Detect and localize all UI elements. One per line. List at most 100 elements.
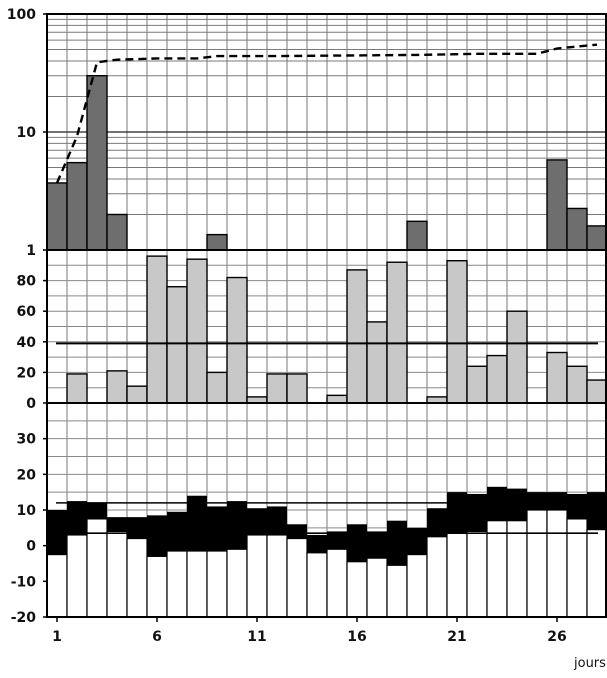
band-day-23: [487, 486, 507, 521]
x-tick-label: 21: [447, 629, 466, 645]
bar-middle-day-26: [546, 351, 568, 404]
bar-bottom-day-12: [266, 534, 288, 618]
bar-bottom-day-1: [46, 553, 68, 618]
bar-bottom-day-20: [426, 536, 448, 618]
bar-bottom-day-28: [586, 529, 607, 618]
bar-bottom-day-5: [126, 537, 148, 618]
x-tick-label: 11: [247, 629, 266, 645]
bar-middle-day-18: [386, 261, 408, 404]
bar-bottom-day-2: [66, 534, 88, 618]
y-tick-bottom: 30: [17, 432, 37, 448]
band-day-25: [527, 492, 547, 510]
x-tick-label: 1: [52, 629, 62, 645]
x-tick-label: 26: [547, 629, 566, 645]
bar-top-day-9: [206, 233, 228, 251]
bar-bottom-day-16: [346, 561, 368, 618]
bar-middle-day-13: [286, 373, 308, 404]
bar-top-day-3: [86, 74, 108, 251]
bar-top-day-1: [46, 182, 68, 251]
band-day-15: [327, 531, 347, 550]
bar-middle-day-28: [586, 379, 607, 404]
y-tick-middle: 20: [17, 365, 37, 381]
band-day-21: [447, 492, 467, 534]
band-day-9: [207, 506, 227, 552]
band-day-20: [427, 508, 447, 537]
band-day-16: [347, 524, 367, 562]
bar-top-day-27: [566, 207, 588, 251]
band-day-8: [187, 495, 207, 552]
bar-middle-day-22: [466, 365, 488, 404]
bar-middle-day-17: [366, 321, 388, 404]
y-tick-middle: 60: [17, 304, 37, 320]
x-axis-label: jours: [573, 656, 606, 671]
y-tick-top: 10: [17, 125, 37, 141]
bar-bottom-day-18: [386, 564, 408, 618]
bar-middle-day-6: [146, 255, 168, 404]
bar-bottom-day-9: [206, 550, 228, 618]
y-tick-middle: 40: [17, 335, 37, 351]
bar-top-day-4: [106, 213, 128, 251]
bar-bottom-day-22: [466, 530, 488, 618]
bar-bottom-day-4: [106, 530, 128, 618]
bar-top-day-28: [586, 225, 607, 251]
band-day-22: [467, 493, 487, 532]
bar-middle-day-9: [206, 371, 228, 404]
band-day-1: [47, 510, 67, 555]
bar-middle-day-27: [566, 365, 588, 404]
bar-bottom-day-8: [186, 550, 208, 618]
bar-bottom-day-10: [226, 548, 248, 618]
bar-top-day-2: [66, 161, 88, 251]
bar-middle-day-21: [446, 260, 468, 404]
bar-bottom-day-15: [326, 548, 348, 618]
band-day-13: [287, 524, 307, 539]
band-day-17: [367, 531, 387, 559]
band-day-24: [507, 488, 527, 521]
chart-marks: [46, 43, 607, 618]
bar-middle-day-8: [186, 258, 208, 404]
y-tick-middle: 0: [26, 396, 36, 412]
band-day-7: [167, 511, 187, 552]
bar-top-day-26: [546, 159, 568, 251]
band-day-26: [547, 492, 567, 510]
bar-middle-day-10: [226, 276, 248, 404]
bar-bottom-day-14: [306, 552, 328, 618]
band-day-18: [387, 520, 407, 566]
band-day-6: [147, 515, 167, 557]
y-tick-top: 1: [26, 243, 36, 259]
bar-middle-day-5: [126, 385, 148, 404]
bar-middle-day-7: [166, 286, 188, 404]
y-tick-middle: 80: [17, 274, 37, 290]
bar-bottom-day-17: [366, 557, 388, 618]
band-day-5: [127, 517, 147, 539]
cumulative-line: [55, 43, 598, 184]
bar-bottom-day-21: [446, 532, 468, 618]
bar-middle-day-4: [106, 370, 128, 404]
y-tick-bottom: -10: [11, 574, 37, 590]
bar-middle-day-15: [326, 394, 348, 404]
y-tick-bottom: 10: [17, 503, 37, 519]
bar-bottom-day-11: [246, 534, 268, 618]
band-day-27: [567, 493, 587, 519]
x-tick-label: 16: [347, 629, 366, 645]
bar-bottom-day-7: [166, 550, 188, 618]
bar-bottom-day-6: [146, 555, 168, 618]
band-day-3: [87, 502, 107, 519]
bar-middle-day-2: [66, 373, 88, 404]
band-day-10: [227, 501, 247, 550]
bar-bottom-day-26: [546, 509, 568, 618]
bar-bottom-day-19: [406, 553, 428, 618]
band-day-14: [307, 534, 327, 553]
bar-middle-day-12: [266, 373, 288, 404]
y-tick-bottom: 20: [17, 467, 37, 483]
bar-bottom-day-13: [286, 537, 308, 618]
bar-middle-day-24: [506, 310, 528, 404]
bar-top-day-19: [406, 220, 428, 251]
bar-bottom-day-23: [486, 520, 508, 618]
band-day-19: [407, 527, 427, 555]
band-day-11: [247, 508, 267, 535]
y-tick-bottom: -20: [11, 610, 37, 626]
bar-middle-day-23: [486, 354, 508, 404]
x-tick-label: 6: [152, 629, 162, 645]
